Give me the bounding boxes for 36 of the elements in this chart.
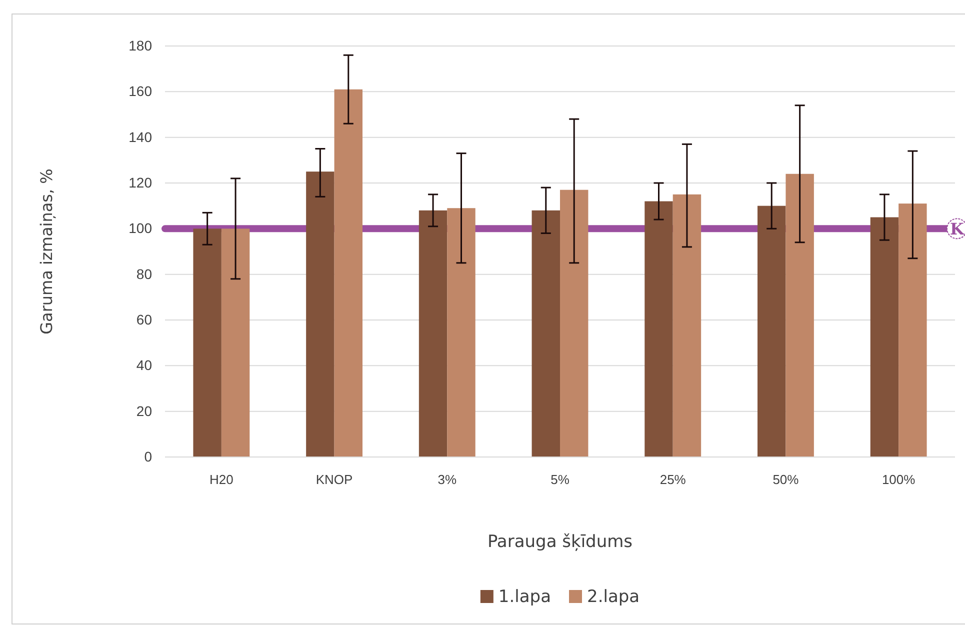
y-tick-label: 20	[136, 402, 152, 419]
bar	[447, 208, 476, 457]
bar	[898, 204, 927, 457]
bar	[644, 201, 673, 457]
y-tick-label: 80	[136, 266, 152, 282]
bar	[560, 190, 588, 457]
ref-line-label: K	[950, 220, 965, 239]
y-tick-label: 40	[136, 357, 152, 374]
bar	[786, 174, 814, 457]
y-tick-label: 0	[144, 448, 152, 464]
legend-label: 2.lapa	[587, 587, 640, 607]
y-axis-title: Garuma izmaiņas, %	[37, 168, 56, 334]
bar	[193, 228, 222, 457]
x-tick-label: 5%	[550, 472, 570, 488]
bar	[306, 172, 334, 457]
x-tick-label: 100%	[882, 472, 916, 488]
bar	[532, 210, 560, 457]
x-tick-label: 25%	[660, 472, 686, 488]
y-tick-label: 140	[128, 128, 152, 145]
y-tick-label: 160	[128, 83, 152, 100]
y-tick-label: 180	[128, 37, 152, 54]
y-tick-label: 100	[128, 220, 152, 236]
y-tick-label: 60	[136, 311, 152, 328]
bar	[870, 217, 899, 457]
bar	[758, 206, 786, 457]
bar	[418, 210, 448, 457]
bar	[672, 194, 702, 457]
x-tick-label: KNOP	[316, 472, 353, 488]
bar	[221, 228, 250, 457]
x-tick-label: 50%	[772, 472, 800, 488]
x-axis-title: Parauga šķīdums	[487, 532, 633, 552]
x-tick-label: H20	[210, 472, 234, 488]
y-tick-label: 120	[128, 174, 152, 190]
legend-label: 1.lapa	[498, 587, 551, 607]
bar	[334, 89, 362, 457]
x-tick-label: 3%	[438, 472, 457, 488]
